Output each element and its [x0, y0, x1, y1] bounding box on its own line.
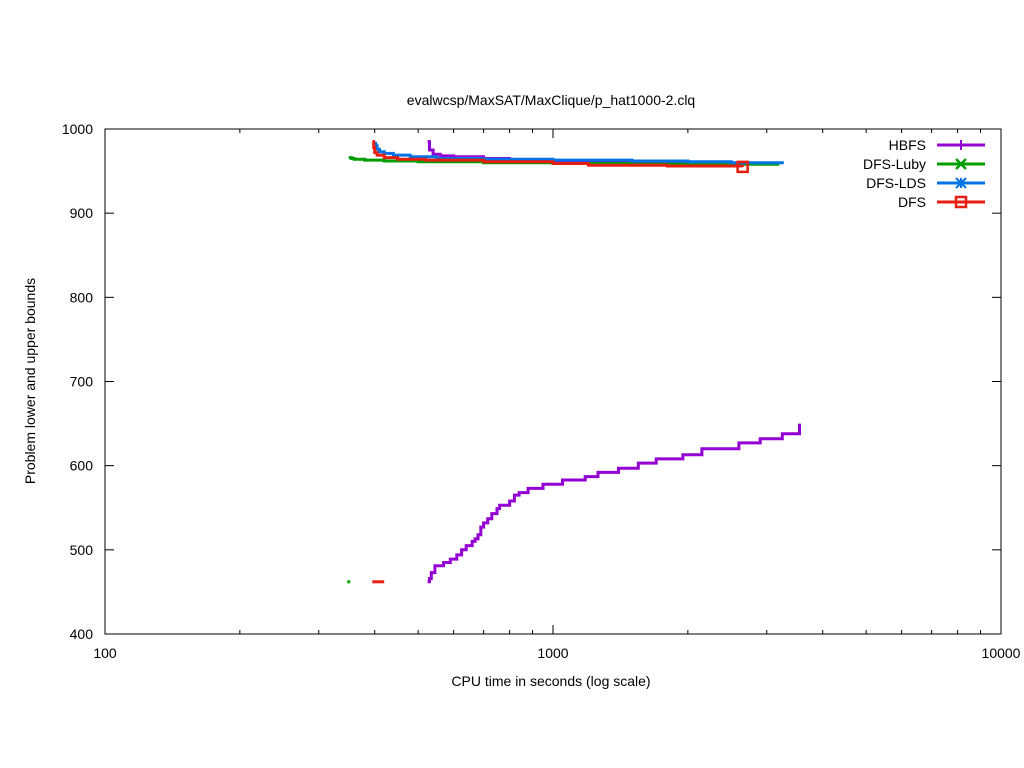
- chart-title: evalwcsp/MaxSAT/MaxClique/p_hat1000-2.cl…: [407, 92, 695, 108]
- legend-marker-hbfs: [956, 140, 966, 150]
- y-tick-label: 500: [70, 542, 94, 558]
- y-tick-label: 900: [70, 205, 94, 221]
- x-tick-label: 100: [93, 645, 117, 661]
- legend-marker-dfs: [954, 195, 968, 209]
- legend-label: HBFS: [889, 137, 926, 153]
- series-layer: [347, 140, 801, 584]
- axis-ticks: 400 500 600 700 800 900 1000 100 1000 10000: [62, 121, 1021, 661]
- plot-frame: [104, 128, 1002, 635]
- legend-label: DFS: [898, 194, 926, 210]
- legend-marker-dfs-luby: [955, 158, 967, 170]
- legend-item-dfs-lds: DFS-LDS: [866, 175, 985, 191]
- x-axis-label: CPU time in seconds (log scale): [451, 673, 650, 689]
- series-hbfs-lower-bound: [427, 423, 801, 584]
- y-tick-label: 400: [70, 626, 94, 642]
- legend: HBFS DFS-Luby DFS-LDS DFS: [863, 137, 985, 210]
- series-dfs-lds-upper-bound: [374, 141, 784, 165]
- y-tick-label: 1000: [62, 121, 93, 137]
- legend-label: DFS-LDS: [866, 175, 926, 191]
- series-dfs-end-marker: [736, 160, 749, 174]
- legend-item-dfs: DFS: [898, 194, 985, 210]
- y-tick-label: 700: [70, 374, 94, 390]
- y-tick-label: 800: [70, 289, 94, 305]
- x-tick-label: 1000: [537, 645, 568, 661]
- series-dfs-luby-upper-bound: [348, 156, 780, 166]
- y-tick-label: 600: [70, 458, 94, 474]
- y-axis-label: Problem lower and upper bounds: [22, 278, 38, 484]
- legend-item-dfs-luby: DFS-Luby: [863, 156, 985, 172]
- legend-label: DFS-Luby: [863, 156, 926, 172]
- x-tick-label: 10000: [982, 645, 1021, 661]
- series-dfs-upper-bound: [372, 140, 745, 168]
- legend-item-hbfs: HBFS: [889, 137, 985, 153]
- legend-marker-dfs-lds: [955, 177, 967, 189]
